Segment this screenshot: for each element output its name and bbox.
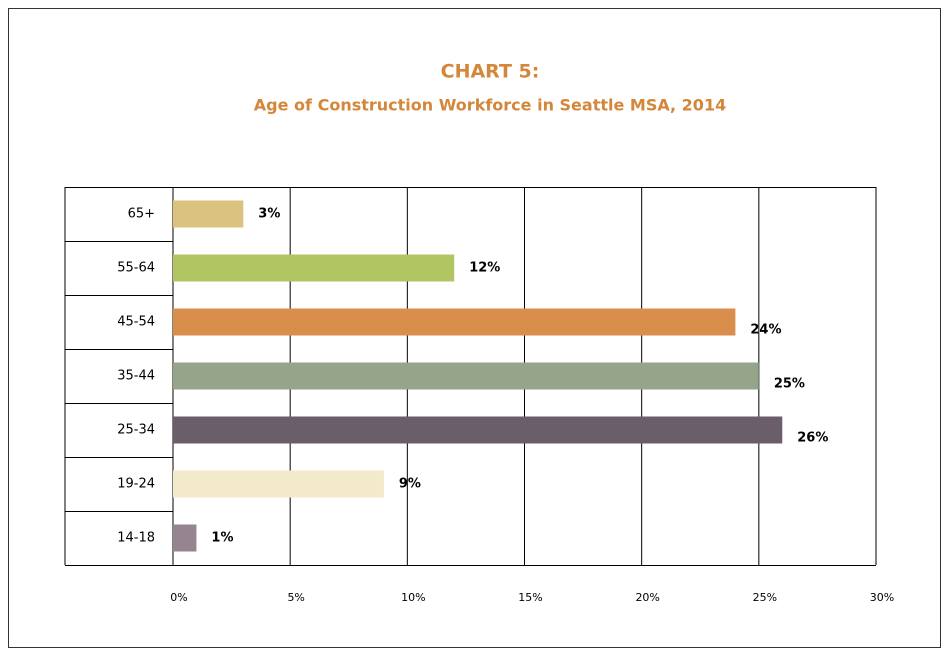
y-tick-label: 14-18 (117, 531, 155, 546)
y-tick-label: 65+ (128, 207, 155, 222)
bar (173, 470, 384, 498)
value-label: 9% (399, 477, 421, 492)
y-tick-label: 19-24 (117, 477, 155, 492)
value-label: 24% (750, 323, 781, 338)
bar (173, 524, 197, 552)
value-label: 1% (211, 531, 233, 546)
x-tick-label: 30% (870, 591, 894, 604)
bar (173, 308, 736, 336)
value-label: 26% (797, 431, 828, 446)
x-tick-label: 10% (401, 591, 425, 604)
x-tick-label: 25% (753, 591, 777, 604)
bar (173, 200, 244, 228)
y-tick-label: 55-64 (117, 261, 155, 276)
y-tick-label: 25-34 (117, 423, 155, 438)
x-tick-label: 15% (518, 591, 542, 604)
y-tick-label: 45-54 (117, 315, 155, 330)
chart-title: CHART 5: (441, 61, 540, 83)
y-tick-label: 35-44 (117, 369, 155, 384)
value-label: 12% (469, 261, 500, 276)
x-tick-label: 20% (635, 591, 659, 604)
x-tick-label: 0% (170, 591, 187, 604)
bar (173, 362, 759, 390)
bar (173, 416, 783, 444)
x-tick-label: 5% (287, 591, 304, 604)
value-label: 25% (774, 377, 805, 392)
chart-subtitle: Age of Construction Workforce in Seattle… (254, 96, 726, 115)
value-label: 3% (258, 207, 280, 222)
bar (173, 254, 455, 282)
